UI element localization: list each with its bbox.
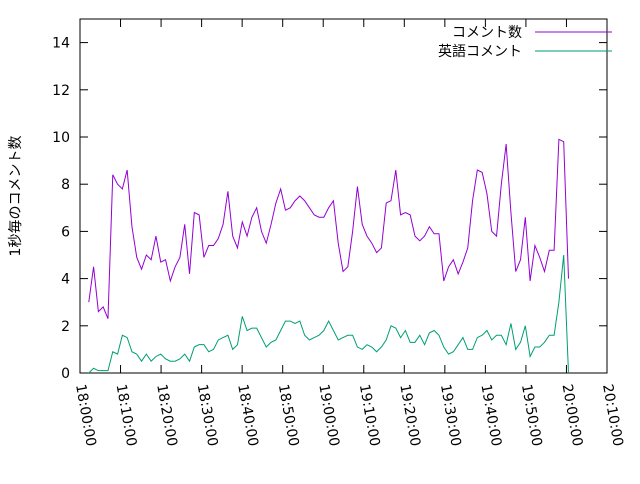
- y-tick-label: 2: [61, 319, 70, 335]
- series-line: [88, 138, 569, 319]
- y-tick-label: 10: [52, 130, 70, 146]
- y-tick-label: 4: [61, 272, 70, 288]
- x-tick-label: 19:40:00: [477, 383, 504, 448]
- x-tick-label: 19:10:00: [356, 383, 383, 448]
- x-tick-label: 18:50:00: [275, 383, 302, 448]
- y-tick-label: 8: [61, 177, 70, 193]
- y-tick-label: 14: [52, 36, 70, 52]
- x-tick-label: 19:50:00: [518, 383, 545, 448]
- y-axis-label: 1秒毎のコメント数: [8, 136, 24, 257]
- x-tick-label: 18:00:00: [72, 383, 99, 448]
- x-tick-label: 19:20:00: [396, 383, 423, 448]
- legend-label: 英語コメント: [438, 43, 522, 60]
- x-tick-label: 20:10:00: [599, 383, 626, 448]
- x-tick-label: 18:20:00: [153, 383, 180, 448]
- x-tick-label: 19:30:00: [437, 383, 464, 448]
- y-tick-label: 0: [61, 366, 70, 382]
- x-tick-label: 18:30:00: [194, 383, 221, 448]
- y-tick-label: 12: [52, 83, 70, 99]
- x-tick-label: 18:10:00: [113, 383, 140, 448]
- series-line: [88, 254, 569, 374]
- legend-label: コメント数: [452, 25, 522, 41]
- x-tick-label: 19:00:00: [315, 383, 342, 448]
- y-tick-label: 6: [61, 224, 70, 240]
- plot-frame: [79, 18, 608, 374]
- x-tick-label: 20:00:00: [559, 383, 586, 448]
- x-tick-label: 18:40:00: [234, 383, 261, 448]
